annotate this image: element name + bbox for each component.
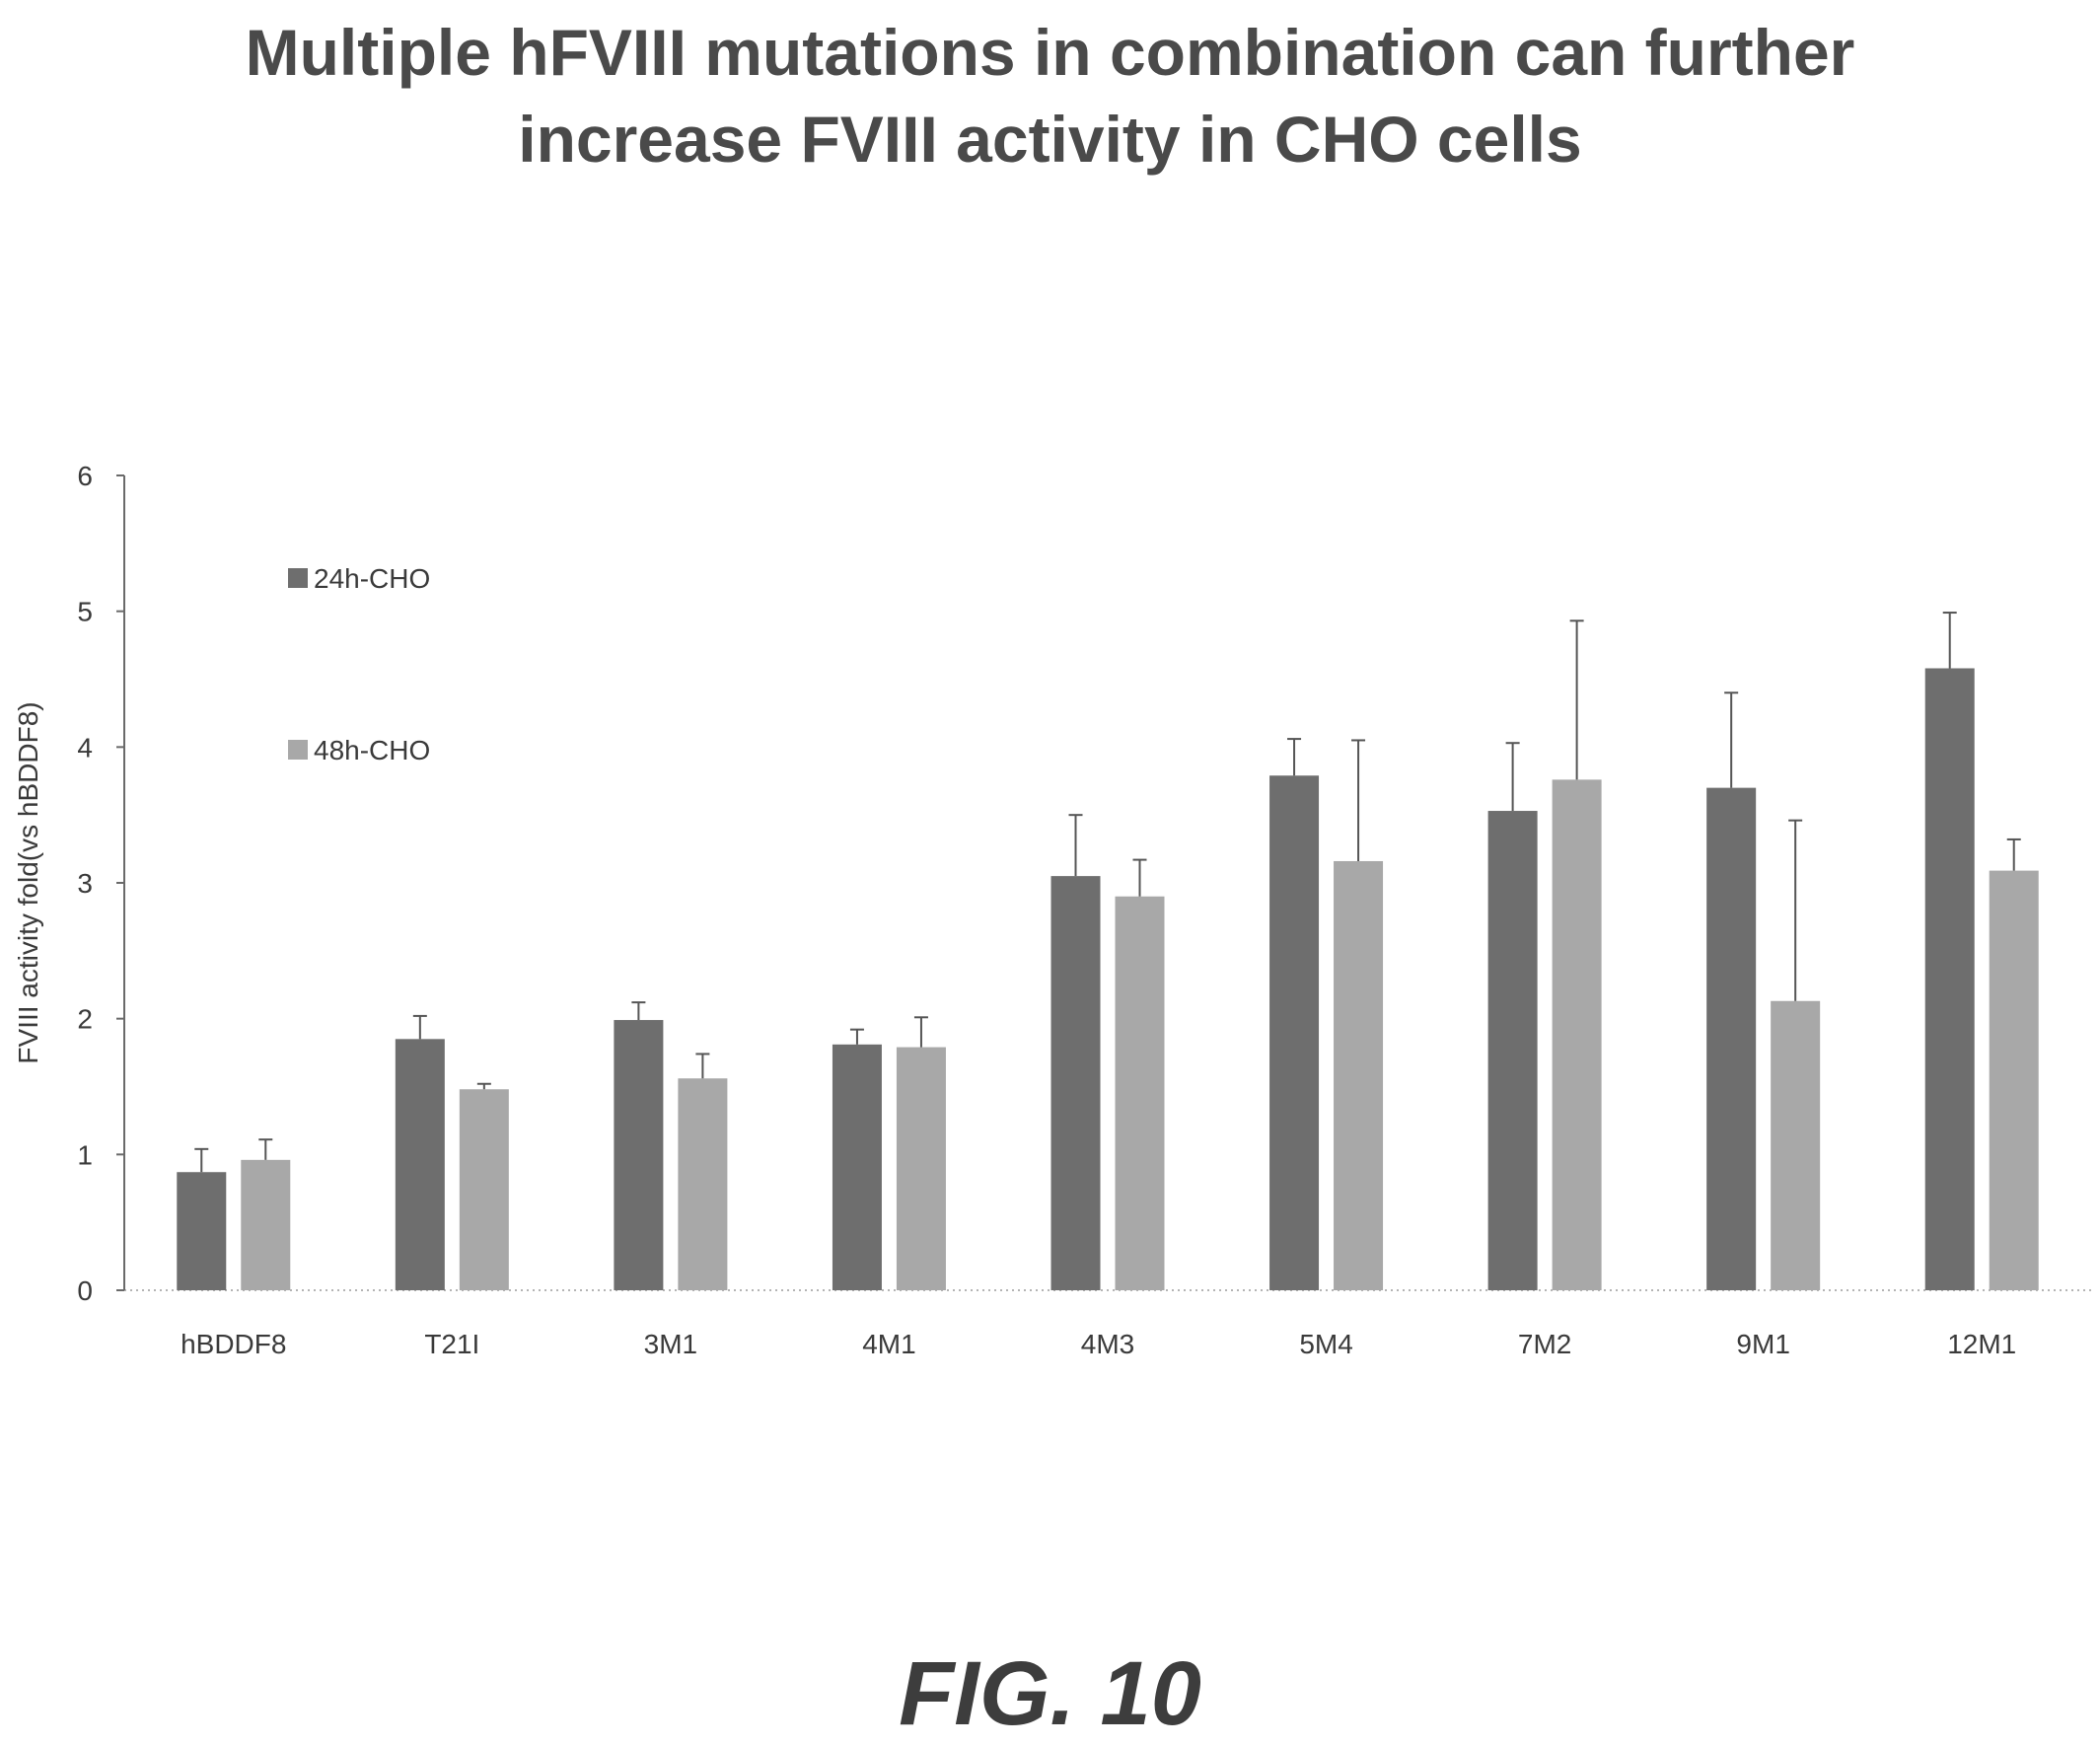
x-tick-label: 4M3: [1081, 1329, 1134, 1359]
x-tick-label: hBDDF8: [181, 1329, 286, 1359]
y-tick-label: 5: [77, 597, 93, 627]
chart-title-line-1: Multiple hFVIII mutations in combination…: [245, 16, 1855, 89]
x-tick-label: 12M1: [1947, 1329, 2016, 1359]
bar-48h: [678, 1078, 728, 1290]
x-tick-label: T21I: [424, 1329, 479, 1359]
legend-swatch-24h: [288, 568, 308, 588]
figure-label: FIG. 10: [899, 1643, 1201, 1744]
bar-24h: [1487, 811, 1538, 1290]
bar-48h: [1771, 1000, 1821, 1290]
y-tick-label: 4: [77, 732, 93, 763]
bar-24h: [1050, 876, 1101, 1290]
legend-label-48h: 48h-CHO: [314, 735, 430, 765]
bar-48h: [1115, 896, 1165, 1290]
bar-48h: [241, 1159, 291, 1290]
bar-24h: [177, 1172, 227, 1290]
chart-axes: 0 1 2 3 4 5 6 FVIII activity fold(vs hBDDF8): [13, 461, 2091, 1306]
y-tick-label: 3: [77, 868, 93, 899]
chart-bars: [177, 612, 2039, 1290]
y-tick-label: 2: [77, 1004, 93, 1035]
bar-24h: [832, 1044, 882, 1290]
chart-legend: 24h-CHO 48h-CHO: [288, 563, 430, 765]
x-tick-label: 5M4: [1299, 1329, 1352, 1359]
bar-24h: [395, 1039, 445, 1290]
bar-48h: [1552, 779, 1602, 1290]
bar-24h: [614, 1020, 664, 1290]
bar-48h: [1334, 860, 1384, 1290]
legend-label-24h: 24h-CHO: [314, 563, 430, 594]
y-tick-label: 6: [77, 461, 93, 491]
legend-swatch-48h: [288, 740, 308, 760]
x-tick-label: 7M2: [1518, 1329, 1571, 1359]
bar-48h: [1989, 870, 2039, 1290]
x-tick-label: 3M1: [644, 1329, 697, 1359]
bar-24h: [1924, 668, 1975, 1290]
bar-48h: [896, 1047, 946, 1290]
bar-24h: [1706, 787, 1757, 1290]
x-tick-label: 9M1: [1736, 1329, 1789, 1359]
y-tick-label: 0: [77, 1275, 93, 1306]
bar-48h: [459, 1089, 509, 1290]
x-tick-label: 4M1: [862, 1329, 915, 1359]
y-axis-title: FVIII activity fold(vs hBDDF8): [13, 701, 43, 1063]
chart-title-line-2: increase FVIII activity in CHO cells: [518, 103, 1582, 176]
y-tick-label: 1: [77, 1139, 93, 1170]
bar-24h: [1269, 775, 1320, 1290]
x-tick-labels: hBDDF8 T21I 3M1 4M1 4M3 5M4 7M2 9M1 12M1: [181, 1329, 2016, 1359]
